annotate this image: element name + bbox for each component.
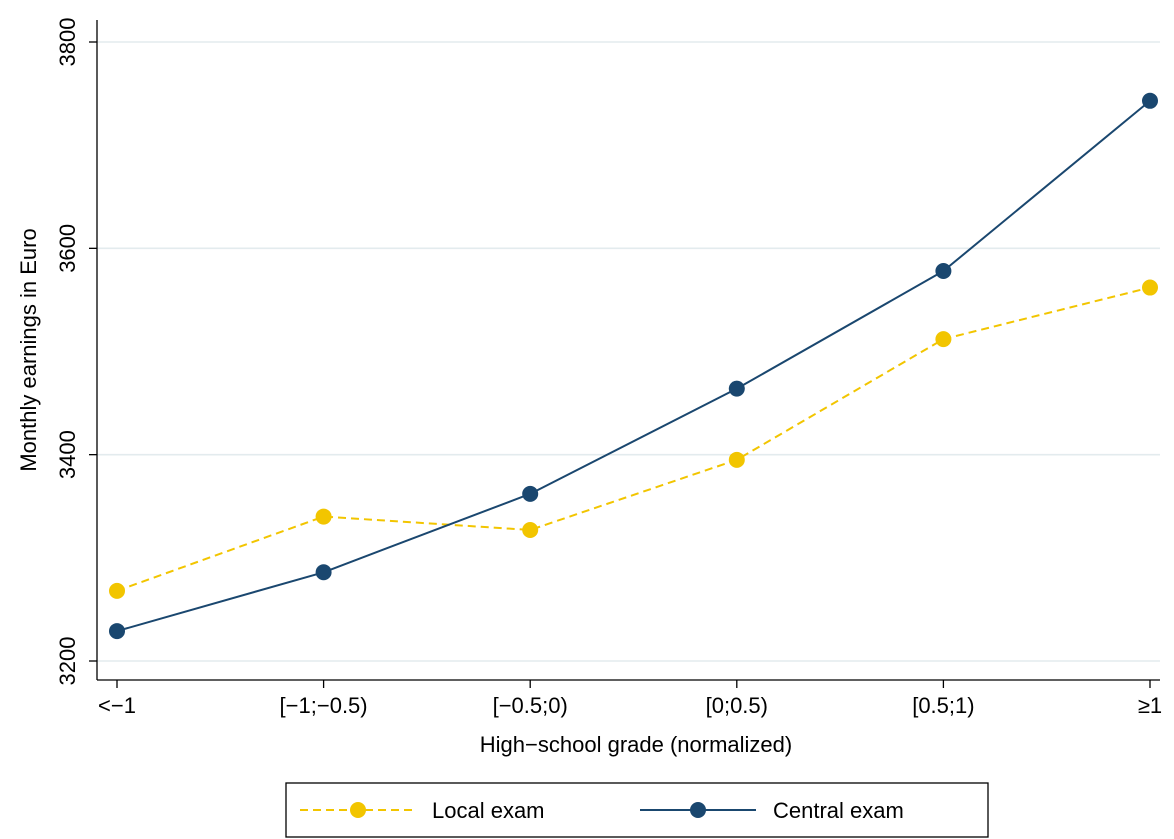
- data-point-central-exam: [935, 263, 952, 280]
- data-point-central-exam: [728, 380, 745, 397]
- x-ticks: <−1 [−1;−0.5) [−0.5;0) [0;0.5) [0.5;1) ≥1: [98, 680, 1162, 718]
- legend-box: [285, 782, 989, 838]
- legend-label-central-exam: Central exam: [773, 798, 904, 823]
- series-layer: [109, 92, 1158, 640]
- x-tick-label: [0;0.5): [706, 693, 768, 718]
- y-tick-label: 3400: [55, 430, 80, 479]
- y-axis-title: Monthly earnings in Euro: [16, 228, 41, 471]
- data-point-central-exam: [315, 564, 332, 581]
- data-point-central-exam: [109, 623, 125, 640]
- series-line-local-exam: [116, 286, 1151, 592]
- x-tick-label: ≥1: [1138, 693, 1162, 718]
- y-tick-label: 3200: [55, 637, 80, 686]
- x-tick-label: [−0.5;0): [493, 693, 568, 718]
- data-point-local-exam: [315, 508, 332, 525]
- legend-swatch-local-exam-marker: [350, 802, 366, 818]
- data-point-central-exam: [522, 485, 539, 502]
- data-point-central-exam: [1142, 92, 1158, 109]
- x-tick-label: [−1;−0.5): [280, 693, 368, 718]
- data-point-local-exam: [728, 451, 745, 468]
- x-tick-label: [0.5;1): [912, 693, 974, 718]
- data-point-local-exam: [1142, 279, 1158, 296]
- data-point-local-exam: [522, 521, 539, 538]
- legend-label-local-exam: Local exam: [432, 798, 545, 823]
- y-tick-label: 3600: [55, 224, 80, 273]
- y-tick-label: 3800: [55, 18, 80, 67]
- legend-swatch-central-exam-marker: [690, 802, 706, 818]
- x-axis-title: High−school grade (normalized): [480, 732, 792, 757]
- legend: Local exam Central exam: [285, 782, 989, 838]
- axes: [96, 20, 1160, 681]
- y-ticks: 3200 3400 3600 3800: [55, 18, 97, 686]
- x-tick-label: <−1: [98, 693, 136, 718]
- data-point-local-exam: [109, 582, 125, 599]
- series-line-central-exam: [116, 100, 1151, 633]
- data-point-local-exam: [935, 331, 952, 348]
- gridlines: [97, 41, 1160, 662]
